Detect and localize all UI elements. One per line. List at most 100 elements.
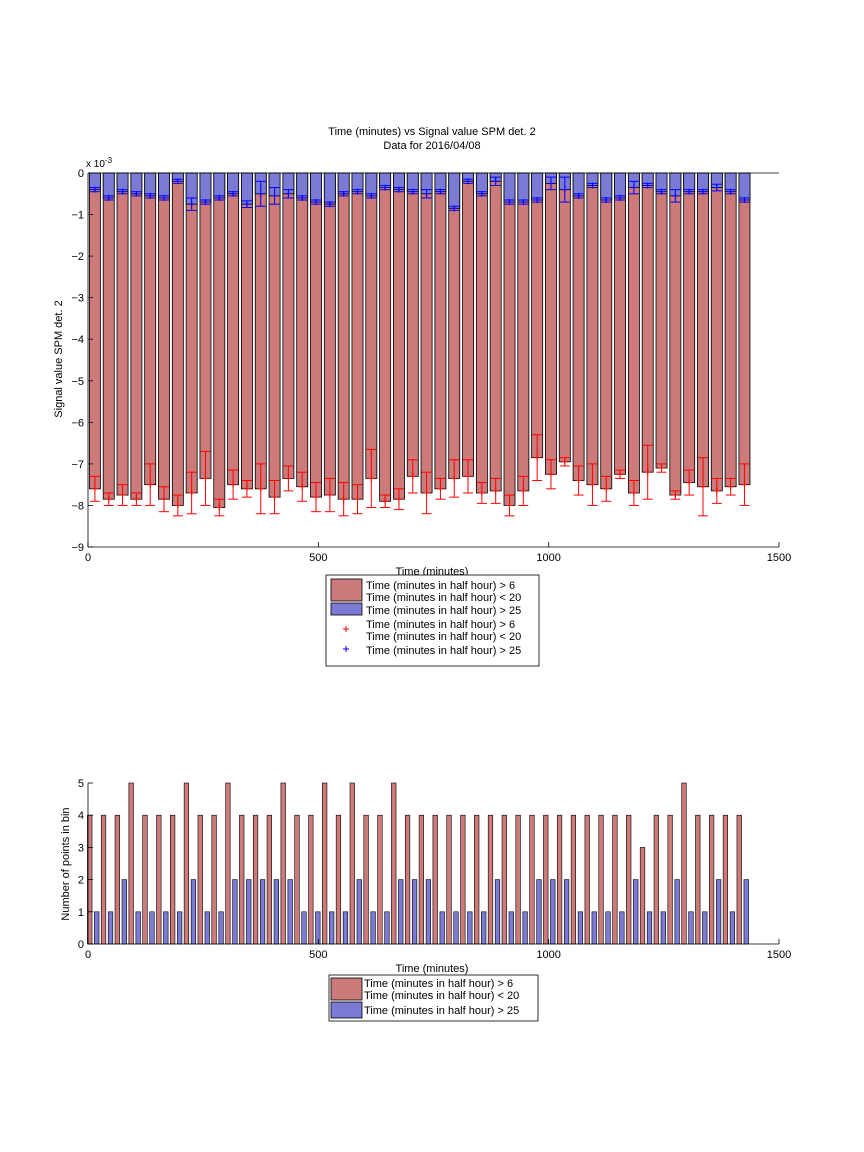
error-bar: [684, 469, 695, 496]
bar: [467, 911, 473, 945]
bar: [577, 911, 584, 945]
bar: [605, 911, 611, 945]
error-bar: [297, 471, 308, 502]
bar: [681, 782, 687, 945]
error-bar: [684, 188, 695, 195]
y-tick-label: 4: [78, 810, 84, 822]
bar: [377, 814, 383, 945]
signal-value-chart: Time (minutes) vs Signal value SPM det. …: [53, 126, 791, 667]
error-bar: [255, 463, 266, 515]
bar: [177, 911, 183, 945]
error-bar: [186, 471, 197, 515]
error-bar: [601, 197, 612, 204]
bar: [633, 879, 639, 945]
bar: [365, 172, 378, 479]
error-bar: [407, 188, 418, 195]
y-tick-label: 2: [78, 875, 84, 887]
bar: [474, 814, 480, 945]
error-bar: [241, 480, 252, 498]
bar: [545, 172, 557, 475]
bar: [434, 172, 447, 490]
error-bar: [393, 488, 404, 511]
error-bar: [338, 482, 349, 517]
bar: [225, 782, 231, 945]
bar: [268, 172, 281, 498]
bar: [529, 814, 535, 945]
bar: [323, 172, 336, 205]
error-bar: [463, 459, 474, 494]
bar: [315, 911, 321, 945]
error-bar: [559, 457, 570, 467]
error-bar: [228, 469, 239, 500]
bar: [337, 172, 350, 195]
bar: [232, 879, 238, 945]
error-bar: [725, 477, 736, 496]
error-bar: [725, 188, 736, 195]
x-tick-label: 1000: [536, 552, 560, 564]
error-bar: [435, 188, 446, 195]
y-axis-label: Number of points in bin: [60, 807, 72, 920]
bar: [612, 814, 618, 945]
bar: [266, 814, 272, 945]
bar: [310, 172, 322, 203]
bar: [310, 172, 322, 498]
error-bar: [545, 459, 556, 490]
bar: [218, 911, 224, 945]
bar: [425, 879, 431, 945]
error-bars: [89, 176, 750, 517]
bar: [239, 814, 245, 945]
bar: [379, 172, 392, 502]
bar: [556, 814, 563, 945]
y-exponent-label: x 10-3: [86, 156, 113, 170]
error-bar: [283, 189, 294, 199]
bar: [448, 172, 461, 209]
y-tick-label: −1: [71, 210, 84, 222]
error-bar: [615, 469, 626, 479]
bar: [241, 172, 253, 490]
error-bar: [573, 192, 584, 199]
bar: [432, 814, 438, 945]
bar: [287, 879, 293, 945]
error-bar: [200, 199, 211, 206]
bar: [411, 879, 418, 945]
bar: [135, 911, 141, 945]
bar: [337, 172, 350, 500]
error-bar: [131, 492, 142, 506]
bar: [475, 172, 488, 494]
bar: [107, 911, 114, 945]
bar: [335, 814, 342, 945]
bar: [102, 172, 115, 199]
bar: [323, 172, 336, 496]
error-bar: [407, 459, 418, 494]
bar: [259, 879, 266, 945]
error-bar: [642, 182, 653, 189]
bar: [531, 172, 544, 459]
error-bar: [504, 494, 515, 517]
bar: [517, 172, 530, 203]
x-tick-label: 0: [85, 552, 91, 564]
y-tick-label: 3: [78, 842, 84, 854]
error-bar: [532, 197, 543, 204]
error-bar: [338, 190, 349, 197]
bar: [653, 814, 659, 945]
y-axis-label: Signal value SPM det. 2: [53, 300, 65, 417]
y-tick-label: −8: [71, 500, 84, 512]
bar: [130, 172, 143, 500]
error-bar: [159, 194, 170, 201]
bar: [163, 911, 169, 945]
x-tick-label: 500: [309, 552, 327, 564]
bar: [322, 782, 328, 945]
bar: [197, 814, 203, 945]
error-bar: [324, 201, 335, 208]
bar: [724, 172, 737, 488]
bar: [156, 814, 162, 945]
bar: [296, 172, 309, 488]
legend-label: Time (minutes in half hour) > 6: [366, 619, 515, 631]
bar: [536, 879, 542, 945]
bar: [349, 782, 355, 945]
legend-label: Time (minutes in half hour) > 25: [366, 645, 521, 657]
bar: [702, 911, 708, 945]
bar: [736, 814, 742, 945]
bar: [94, 911, 100, 945]
legend-label: Time (minutes in half hour) < 20: [366, 631, 521, 643]
